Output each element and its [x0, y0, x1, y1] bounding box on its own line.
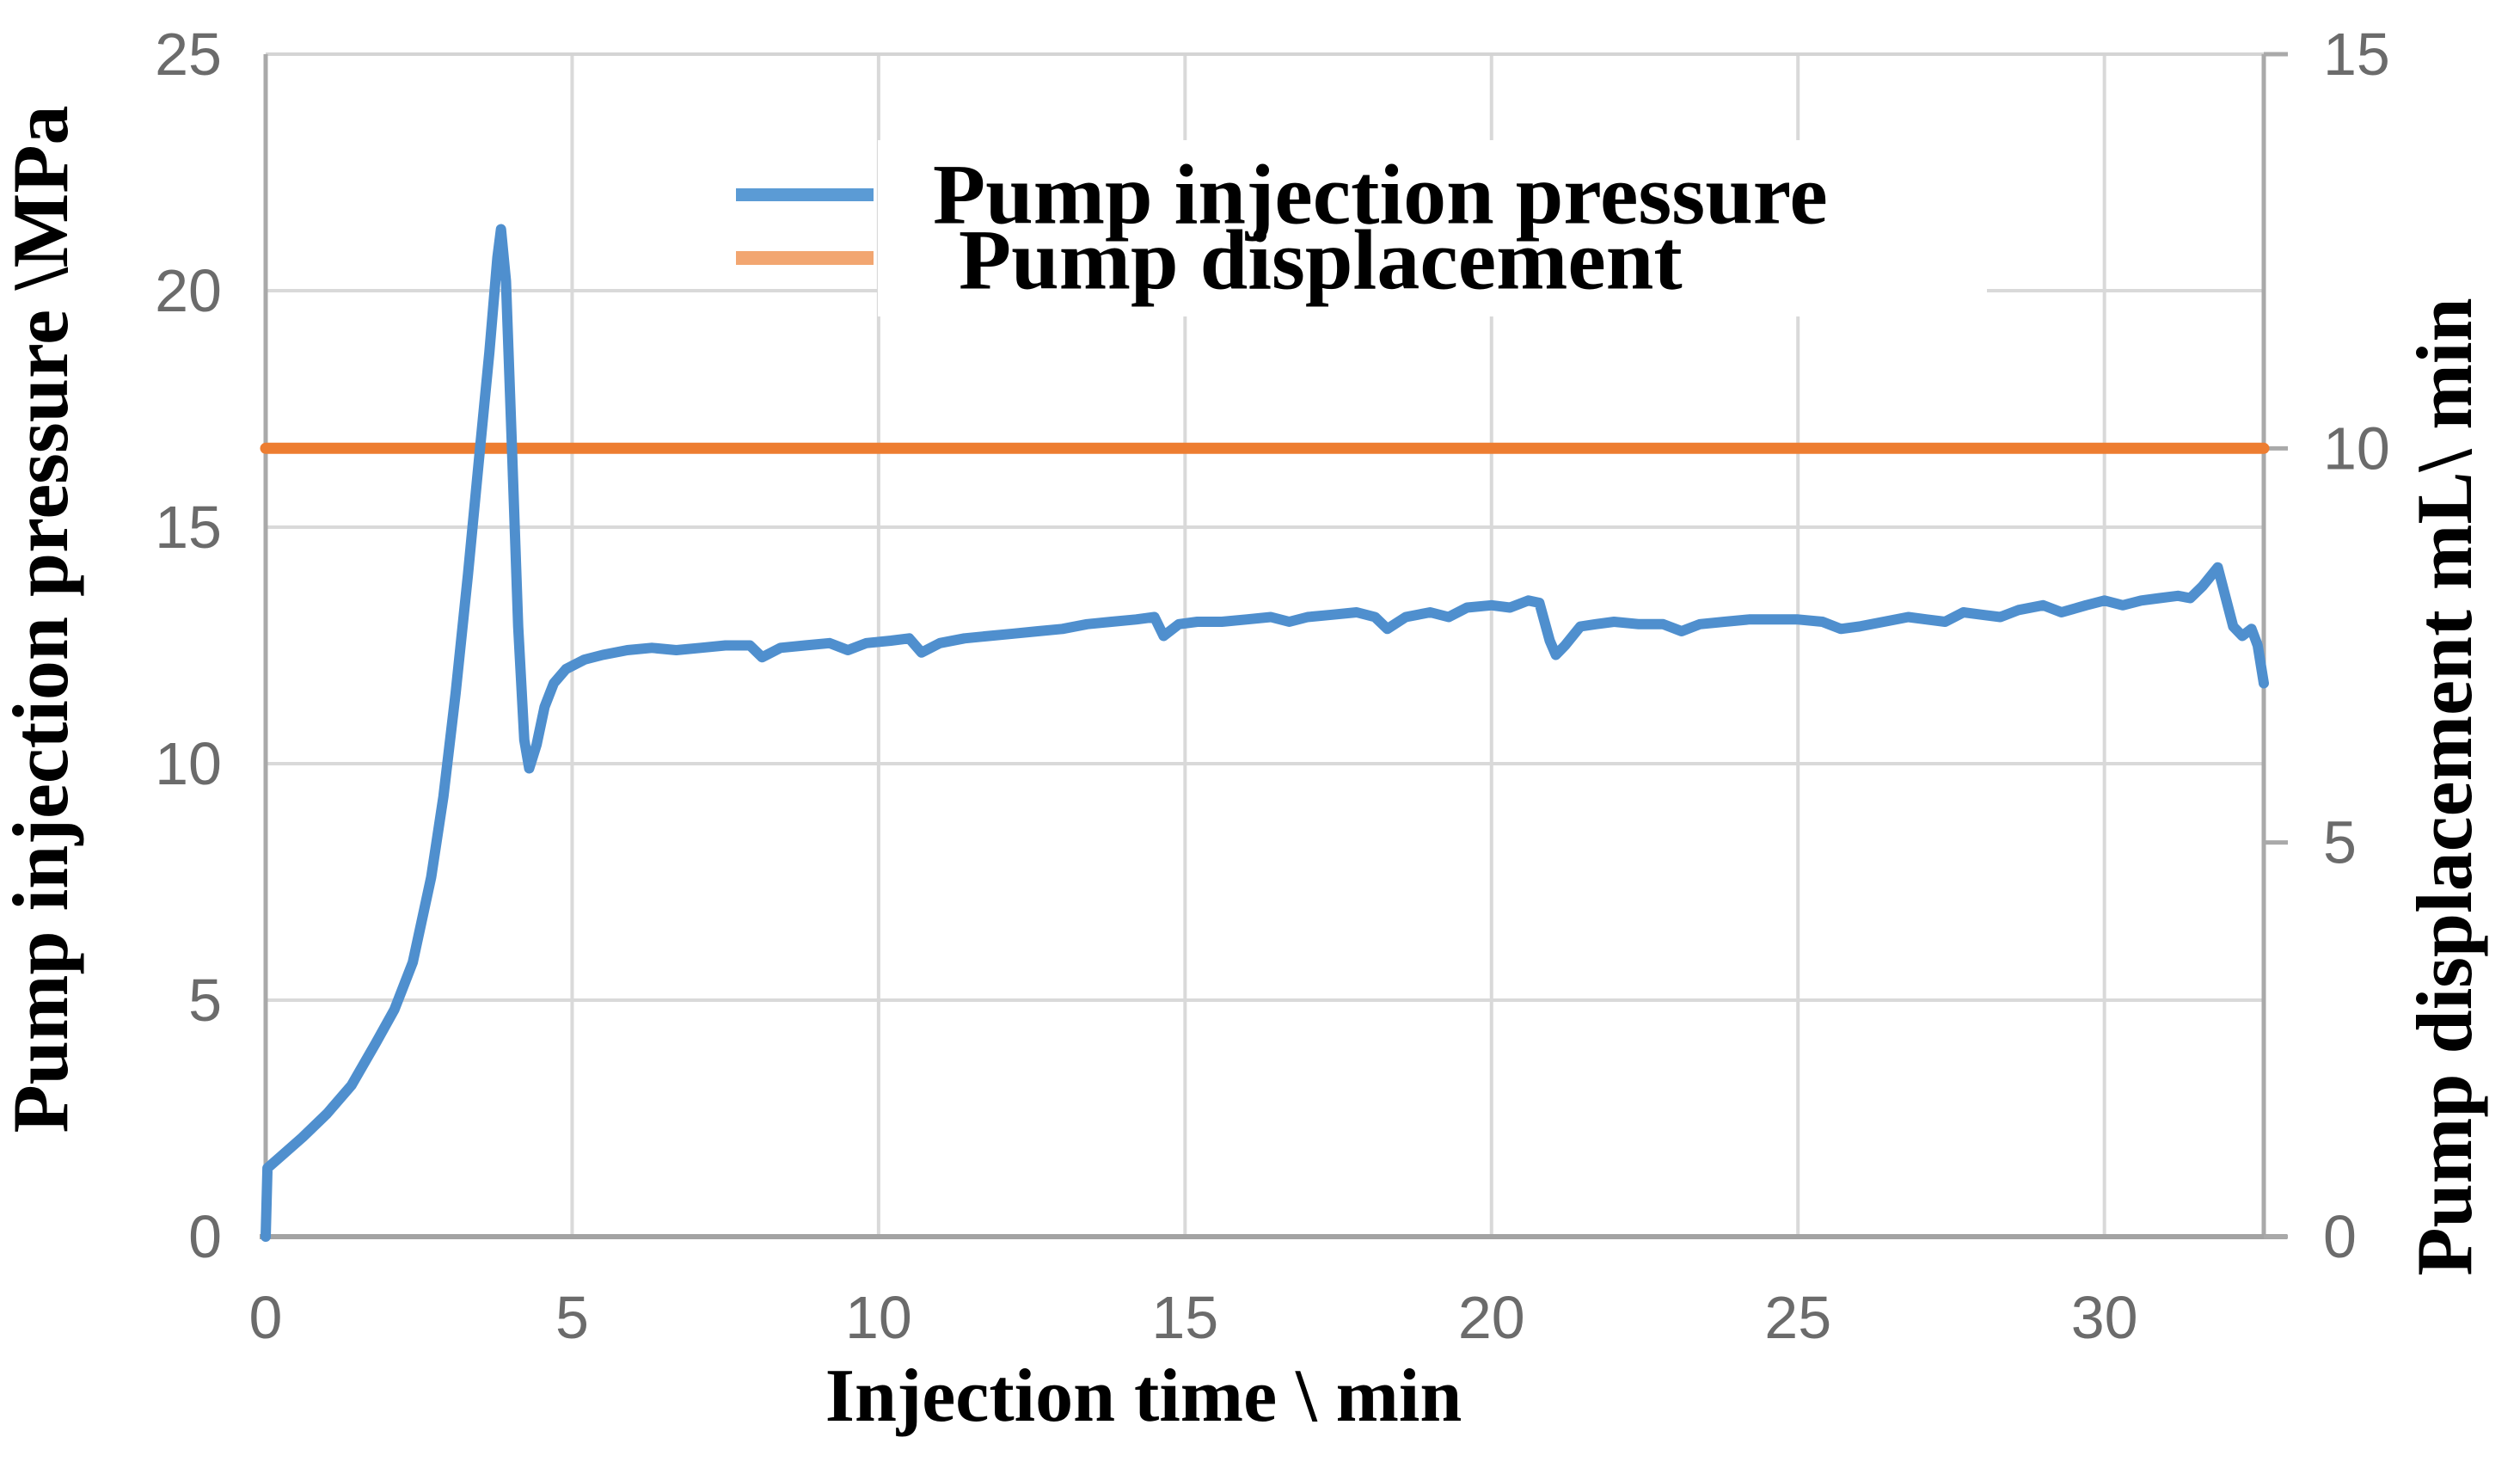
x-tick-label: 15 [1151, 1284, 1218, 1351]
x-tick-label: 5 [555, 1284, 589, 1351]
x-tick-label: 0 [249, 1284, 283, 1351]
x-axis-title: Injection time \ min [825, 1354, 1462, 1438]
series-lines [260, 224, 2270, 1242]
left-y-tick-label: 25 [155, 21, 222, 88]
right-y-tick-label: 15 [2323, 21, 2390, 88]
series-line-pump-injection-pressure [261, 224, 2269, 1242]
x-tick-label: 30 [2071, 1284, 2138, 1351]
right-y-tick-label: 5 [2323, 809, 2357, 876]
left-y-tick-label: 20 [155, 257, 222, 324]
legend-label-pump-injection-pressure: Pump injection pressure [933, 147, 1828, 243]
legend: Pump injection pressure Pump displacemen… [736, 140, 1987, 316]
left-y-axis-title: Pump injection pressure \MPa [0, 105, 84, 1133]
left-y-tick-label: 10 [155, 730, 222, 797]
left-y-tick-label: 0 [188, 1203, 222, 1270]
legend-label-pump-displacement: Pump displacement [959, 212, 1683, 308]
x-tick-label: 20 [1458, 1284, 1525, 1351]
left-y-tick-label: 5 [188, 967, 222, 1034]
x-tick-label: 25 [1764, 1284, 1831, 1351]
right-axis-ticks [2264, 52, 2288, 1239]
right-y-tick-label: 0 [2323, 1203, 2357, 1270]
right-y-tick-label: 10 [2323, 415, 2390, 482]
right-y-axis-title: Pump displacement mL\ min [2400, 298, 2488, 1275]
left-y-tick-label: 15 [155, 494, 222, 561]
tick-labels: 0 5 10 15 20 25 30 0 5 10 15 20 25 0 5 10 15 [155, 21, 2390, 1351]
legend-swatch-pump-injection-pressure [736, 188, 874, 201]
legend-background [878, 140, 1987, 316]
axes [260, 52, 2287, 1239]
x-tick-label: 10 [845, 1284, 912, 1351]
legend-swatch-pump-displacement [736, 251, 874, 265]
